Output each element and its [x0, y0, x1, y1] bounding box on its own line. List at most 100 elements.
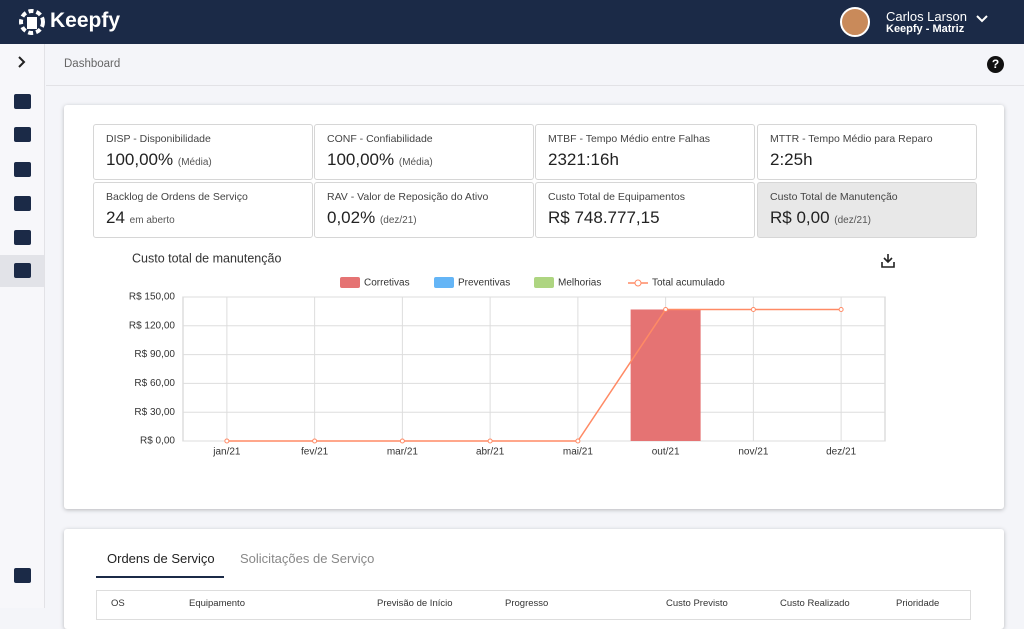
x-tick-label: abr/21: [476, 447, 505, 458]
nav-icon[interactable]: [14, 196, 31, 211]
kpi-value: R$ 0,00 (dez/21): [770, 208, 964, 228]
legend-swatch: [534, 277, 554, 288]
kpi-card: MTBF - Tempo Médio entre Falhas 2321:16h: [535, 124, 755, 180]
chart: Custo total de manutenção R$ 0,00 R$ 30,0…: [129, 251, 895, 458]
point: [487, 438, 493, 444]
point: [838, 306, 844, 312]
kpi-card: DISP - Disponibilidade 100,00% (Média): [93, 124, 313, 180]
x-tick-label: mai/21: [563, 447, 593, 458]
breadcrumb: Dashboard: [64, 58, 121, 70]
help-icon[interactable]: ?: [987, 56, 1004, 73]
y-tick-label: R$ 30,00: [134, 407, 175, 418]
column-header: Equipamento: [189, 598, 245, 609]
legend-label: Preventivas: [458, 278, 510, 289]
kpi-label: MTBF - Tempo Médio entre Falhas: [548, 133, 711, 145]
expand-icon[interactable]: [16, 56, 28, 68]
kpi-number: 24: [106, 208, 125, 227]
legend-label: Total acumulado: [652, 278, 725, 289]
tab[interactable]: Solicitações de Serviço: [240, 551, 375, 566]
kpi-note: (dez/21): [834, 215, 871, 226]
user-name[interactable]: Carlos Larson: [886, 9, 967, 24]
kpi-card: MTTR - Tempo Médio para Reparo 2:25h: [757, 124, 977, 180]
chat-icon[interactable]: [14, 568, 31, 583]
kpi-value: 2:25h: [770, 150, 964, 170]
tab[interactable]: Ordens de Serviço: [107, 551, 215, 566]
x-tick-label: fev/21: [301, 447, 329, 458]
nav-icon[interactable]: [14, 127, 31, 142]
legend-label: Melhorias: [558, 278, 601, 289]
avatar[interactable]: [840, 7, 870, 37]
point: [663, 306, 669, 312]
kpi-number: 0,02%: [327, 208, 376, 227]
tab-indicator: [96, 576, 224, 578]
kpi-note: em aberto: [129, 215, 175, 226]
kpi-label: CONF - Confiabilidade: [327, 133, 433, 145]
download-icon[interactable]: [881, 254, 895, 268]
x-tick-label: dez/21: [826, 447, 856, 458]
line: [226, 308, 842, 442]
plot-area: [182, 296, 886, 442]
kpi-value: R$ 748.777,15: [548, 208, 742, 228]
kpi-card: Backlog de Ordens de Serviço 24 em aberto: [93, 182, 313, 238]
kpi-label: RAV - Valor de Reposição do Ativo: [327, 191, 489, 203]
kpi-label: MTTR - Tempo Médio para Reparo: [770, 133, 933, 145]
bar: [630, 309, 701, 441]
chart-title: Custo total de manutenção: [132, 251, 281, 265]
y-tick-label: R$ 0,00: [140, 436, 175, 447]
kpi-card: RAV - Valor de Reposição do Ativo 0,02% (…: [314, 182, 534, 238]
kpi-note: (dez/21): [379, 215, 417, 226]
top-bar: Keepfy Carlos Larson Keepfy - Matriz: [0, 0, 1024, 44]
nav-icon[interactable]: [14, 94, 31, 109]
nav-active[interactable]: [0, 255, 44, 287]
kpi-label: Custo Total de Manutenção: [770, 191, 898, 203]
user-org[interactable]: Keepfy - Matriz: [886, 23, 965, 35]
x-tick-label: jan/21: [212, 447, 241, 458]
kpi-label: Backlog de Ordens de Serviço: [106, 191, 248, 203]
nav-icon[interactable]: [14, 230, 31, 245]
kpi-card: CONF - Confiabilidade 100,00% (Média): [314, 124, 534, 180]
nav-icon[interactable]: [14, 162, 31, 177]
y-tick-label: R$ 90,00: [134, 349, 175, 360]
legend-label: Corretivas: [364, 278, 410, 289]
kpi-note: (Média): [398, 157, 433, 168]
legend-swatch: [434, 277, 454, 288]
brand: Keepfy: [50, 9, 121, 32]
kpi-value: 0,02% (dez/21): [327, 208, 521, 228]
kpi-value: 2321:16h: [548, 150, 742, 170]
point: [575, 438, 581, 444]
x-tick-label: nov/21: [738, 447, 768, 458]
kpi-number: R$ 748.777,15: [548, 208, 660, 227]
sidebar: [0, 44, 45, 608]
column-header: Previsão de Início: [377, 598, 453, 609]
kpi-number: 2321:16h: [548, 150, 619, 169]
x-tick-label: out/21: [652, 447, 680, 458]
column-header: OS: [111, 598, 125, 609]
kpi-value: 24 em aberto: [106, 208, 300, 228]
kpi-number: 2:25h: [770, 150, 813, 169]
logo-icon: [19, 9, 45, 35]
column-header: Custo Realizado: [780, 598, 850, 609]
point: [312, 438, 318, 444]
kpi-number: 100,00%: [327, 150, 395, 169]
legend-swatch: [340, 277, 360, 288]
kpi-label: DISP - Disponibilidade: [106, 133, 211, 145]
legend-swatch: [634, 279, 642, 287]
kpi-label: Custo Total de Equipamentos: [548, 191, 685, 203]
column-header: Progresso: [505, 598, 549, 609]
divider: [46, 85, 1024, 86]
kpi-value: 100,00% (Média): [106, 150, 300, 170]
point: [224, 438, 230, 444]
kpi-value: 100,00% (Média): [327, 150, 521, 170]
kpi-note: (Média): [177, 157, 212, 168]
column-header: Custo Previsto: [666, 598, 728, 609]
point: [750, 306, 756, 312]
point: [399, 438, 405, 444]
kpi-number: R$ 0,00: [770, 208, 830, 227]
y-tick-label: R$ 60,00: [134, 378, 175, 389]
y-tick-label: R$ 150,00: [129, 292, 176, 303]
dropdown-icon[interactable]: [976, 14, 988, 24]
kpi-card: Custo Total de Manutenção R$ 0,00 (dez/21…: [757, 182, 977, 238]
column-header: Prioridade: [896, 598, 940, 609]
x-tick-label: mar/21: [387, 447, 419, 458]
